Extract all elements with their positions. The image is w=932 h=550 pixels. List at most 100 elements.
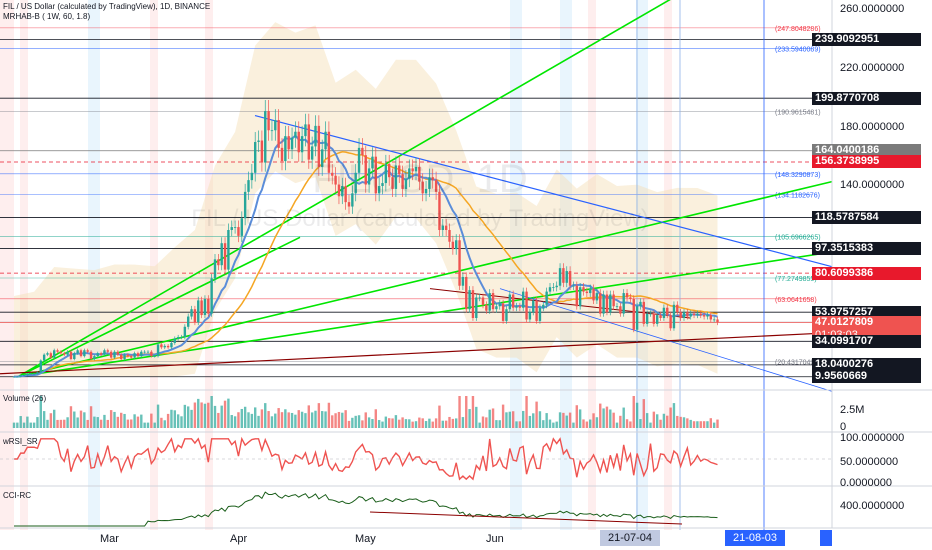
volume-bar xyxy=(53,409,56,428)
volume-bar xyxy=(150,413,153,428)
volume-bar xyxy=(176,414,180,428)
trendline-blue xyxy=(254,115,833,268)
candle-body xyxy=(465,276,468,310)
volume-bar xyxy=(116,416,120,428)
volume-bar xyxy=(639,419,642,428)
candle-body xyxy=(424,188,428,194)
candle-body xyxy=(498,303,501,307)
candle-body xyxy=(210,278,213,314)
candle-body xyxy=(59,351,63,354)
candle-body xyxy=(217,259,220,266)
volume-bar xyxy=(619,415,622,428)
candle-body xyxy=(233,227,237,228)
candle-body xyxy=(511,294,515,308)
volume-bar xyxy=(374,409,377,428)
candle-body xyxy=(625,293,629,298)
volume-bar xyxy=(280,412,284,428)
volume-bar xyxy=(615,422,619,428)
candle-body xyxy=(595,293,599,301)
volume-bar xyxy=(585,421,589,428)
candle-body xyxy=(662,307,666,318)
candle-body xyxy=(341,186,344,197)
candle-body xyxy=(599,293,602,314)
volume-bar xyxy=(481,416,485,428)
candle-body xyxy=(404,178,408,189)
volume-bar xyxy=(548,419,552,428)
volume-bar xyxy=(692,421,696,428)
volume-bar xyxy=(706,421,709,428)
volume-bar xyxy=(96,417,99,428)
volume-bar xyxy=(59,419,63,428)
candle-body xyxy=(116,351,120,355)
candle-body xyxy=(193,309,197,323)
volume-bar xyxy=(99,419,103,428)
volume-bar xyxy=(414,421,418,428)
candle-body xyxy=(585,291,589,294)
volume-bar xyxy=(307,405,310,428)
candle-body xyxy=(32,373,36,375)
trendline-green xyxy=(17,0,671,378)
symbol-title: FIL / US Dollar (calculated by TradingVi… xyxy=(3,2,211,11)
candle-body xyxy=(89,351,93,360)
volume-bar xyxy=(388,418,391,428)
volume-bar xyxy=(478,422,481,428)
price-level-label: 118.5787584 xyxy=(812,210,921,224)
candle-body xyxy=(304,124,307,137)
candle-body xyxy=(26,373,29,376)
candle-body xyxy=(19,375,22,377)
candle-body xyxy=(418,166,421,182)
candle-body xyxy=(140,351,143,357)
volume-bar xyxy=(76,417,79,428)
candle-body xyxy=(535,300,538,321)
candle-body xyxy=(150,351,153,357)
price-level-label: 156.3738995 xyxy=(812,155,921,169)
volume-bar xyxy=(173,410,176,428)
volume-bar xyxy=(113,411,116,428)
candle-body xyxy=(532,300,535,313)
candle-body xyxy=(712,319,716,321)
candle-body xyxy=(669,315,672,329)
candle-body xyxy=(361,147,364,156)
candle-body xyxy=(475,297,478,318)
candle-body xyxy=(461,276,465,286)
background-band xyxy=(205,0,213,530)
volume-bar xyxy=(183,404,187,428)
volume-bar xyxy=(377,420,381,428)
candle-body xyxy=(689,313,692,317)
volume-bar xyxy=(36,417,39,428)
candle-body xyxy=(545,291,548,305)
volume-bar xyxy=(334,413,337,428)
volume-bar xyxy=(160,417,163,428)
time-tick-apr: Apr xyxy=(230,533,248,545)
volume-bar xyxy=(391,418,394,428)
candle-body xyxy=(120,354,123,360)
time-tick-jun: Jun xyxy=(486,533,504,545)
volume-bar xyxy=(123,413,126,428)
volume-bar xyxy=(247,412,250,428)
volume-bar xyxy=(394,415,398,428)
candle-body xyxy=(203,298,207,316)
candle-body xyxy=(39,360,42,373)
candle-body xyxy=(505,309,508,321)
volume-bar xyxy=(542,420,545,428)
price-tick: 180.0000000 xyxy=(840,121,905,133)
price-level-label: 80.6099386 xyxy=(812,266,921,280)
volume-bar xyxy=(451,418,455,428)
background-band xyxy=(20,0,28,530)
volume-bar xyxy=(485,417,488,428)
fib-level-label: (105.6966265) xyxy=(775,234,821,241)
candle-body xyxy=(471,290,475,318)
volume-bar xyxy=(264,403,267,428)
cci-tick: 400.0000000 xyxy=(840,500,905,512)
candle-body xyxy=(183,326,187,338)
candle-body xyxy=(213,259,217,279)
volume-bar xyxy=(431,421,434,428)
volume-bar xyxy=(22,422,26,428)
candle-body xyxy=(458,240,461,286)
fib-level-label: (134.1182676) xyxy=(775,193,820,200)
volume-bar xyxy=(662,413,666,428)
volume-bar xyxy=(666,415,669,428)
candle-body xyxy=(133,353,136,358)
background-band xyxy=(560,0,572,530)
